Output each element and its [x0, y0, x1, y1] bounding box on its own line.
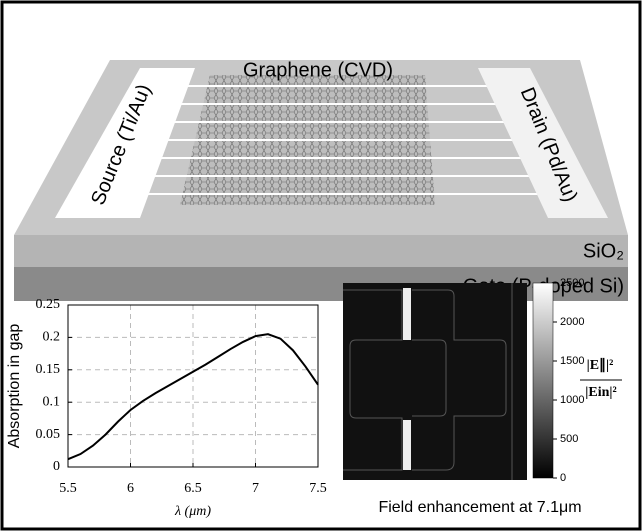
graphene-label: Graphene (CVD) [243, 59, 393, 81]
colorbar-denominator: |Ein|² [585, 385, 616, 400]
x-tick-label: 6 [127, 481, 134, 496]
colorbar-tick-label: 0 [560, 472, 566, 484]
field-map-caption: Field enhancement at 7.1μm [378, 499, 581, 516]
y-tick-label: 0.1 [43, 394, 61, 409]
x-tick-label: 7 [252, 481, 259, 496]
colorbar-numerator: |E∥|² [587, 357, 614, 373]
colorbar-tick-label: 2000 [560, 316, 584, 328]
colorbar-tick-label: 1500 [560, 355, 584, 367]
y-tick-label: 0 [53, 459, 60, 474]
oxide-layer [14, 235, 628, 267]
y-tick-label: 0.25 [36, 297, 61, 312]
x-axis-label: λ (μm) [174, 504, 211, 519]
colorbar [533, 283, 553, 478]
oxide-label: SiO₂ [583, 240, 624, 262]
field-map [343, 283, 527, 480]
colorbar-tick-label: 1000 [560, 394, 584, 406]
x-tick-label: 7.5 [309, 481, 327, 496]
figure: Graphene (CVD) Source (Ti/Au) Drain (Pd/… [0, 0, 642, 531]
x-tick-label: 5.5 [59, 481, 77, 496]
y-tick-label: 0.2 [43, 330, 61, 345]
page: Graphene (CVD) Source (Ti/Au) Drain (Pd/… [0, 0, 642, 531]
x-tick-label: 6.5 [184, 481, 202, 496]
y-axis-label: Absorption in gap [6, 324, 23, 449]
y-tick-label: 0.05 [36, 427, 61, 442]
colorbar-tick-label: 500 [560, 433, 578, 445]
colorbar-tick-label: 2500 [560, 277, 584, 289]
y-tick-label: 0.15 [36, 362, 61, 377]
